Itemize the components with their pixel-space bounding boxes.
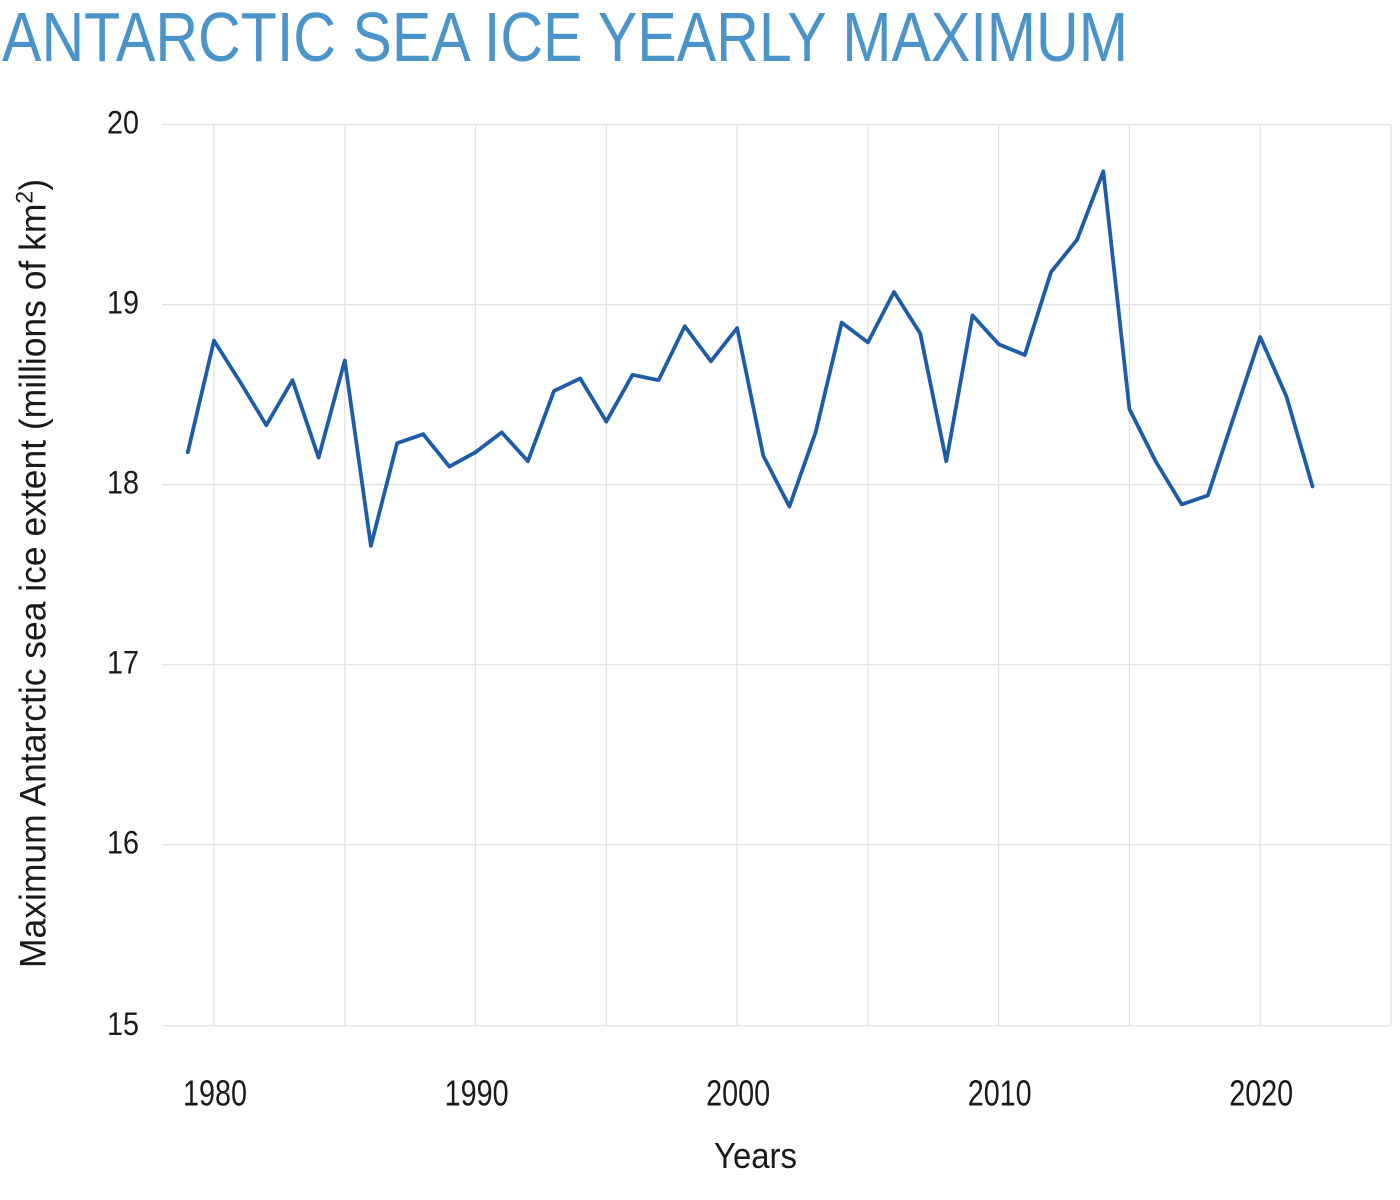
svg-text:15: 15	[107, 1006, 139, 1042]
svg-text:17: 17	[107, 645, 139, 681]
svg-text:16: 16	[107, 825, 139, 861]
svg-text:2010: 2010	[968, 1073, 1032, 1114]
svg-text:18: 18	[107, 465, 139, 501]
svg-text:Years: Years	[714, 1135, 797, 1176]
svg-text:Maximum Antarctic sea ice exte: Maximum Antarctic sea ice extent (millio…	[12, 179, 54, 968]
svg-text:19: 19	[107, 285, 139, 321]
svg-text:ANTARCTIC SEA ICE YEARLY MAXIM: ANTARCTIC SEA ICE YEARLY MAXIMUM	[2, 0, 1128, 76]
svg-text:20: 20	[107, 105, 139, 141]
svg-text:1980: 1980	[183, 1073, 247, 1114]
svg-text:2020: 2020	[1229, 1073, 1293, 1114]
svg-text:1990: 1990	[445, 1073, 509, 1114]
svg-text:2000: 2000	[706, 1073, 770, 1114]
